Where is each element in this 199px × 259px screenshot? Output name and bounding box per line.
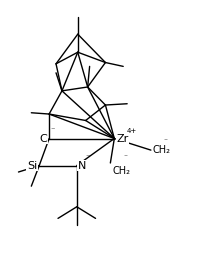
Text: ⁻: ⁻ bbox=[50, 125, 55, 134]
Text: Si: Si bbox=[27, 161, 37, 171]
Text: ⁻: ⁻ bbox=[85, 152, 89, 161]
Text: CH₂: CH₂ bbox=[153, 145, 171, 155]
Text: C: C bbox=[39, 134, 47, 143]
Text: N: N bbox=[78, 161, 86, 171]
Text: CH₂: CH₂ bbox=[112, 166, 130, 176]
Text: Zr: Zr bbox=[116, 134, 129, 143]
Text: 4+: 4+ bbox=[127, 128, 138, 134]
Text: ⁻: ⁻ bbox=[164, 136, 168, 146]
Text: ⁻: ⁻ bbox=[123, 153, 127, 162]
